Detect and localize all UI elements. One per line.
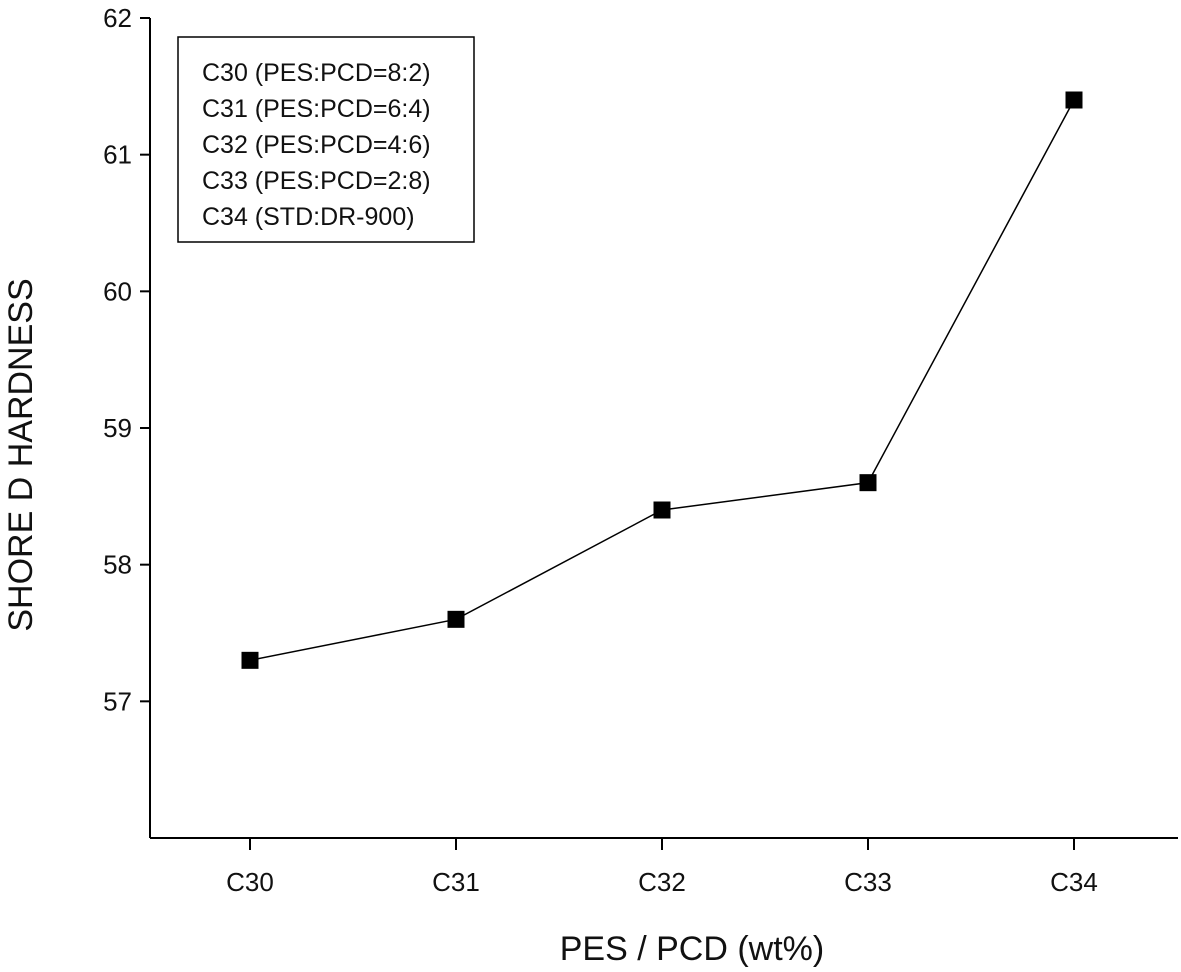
x-tick-label: C31 xyxy=(432,867,480,897)
data-point-marker xyxy=(241,651,259,669)
data-point-marker xyxy=(447,610,465,628)
data-point-marker xyxy=(1065,91,1083,109)
y-tick-label: 62 xyxy=(103,3,132,33)
legend-box xyxy=(177,36,475,243)
x-tick-label: C30 xyxy=(226,867,274,897)
legend-entry: C31 (PES:PCD=6:4) xyxy=(202,95,431,123)
x-axis-ticks: C30 C31 C32 C33 C34 xyxy=(226,838,1098,897)
legend-entry: C34 (STD:DR-900) xyxy=(202,203,415,231)
legend-entry: C32 (PES:PCD=4:6) xyxy=(202,131,431,159)
legend-entry: C30 (PES:PCD=8:2) xyxy=(202,59,431,87)
x-tick-label: C34 xyxy=(1050,867,1098,897)
y-tick-label: 57 xyxy=(103,686,132,716)
y-tick-label: 59 xyxy=(103,413,132,443)
y-tick-label: 58 xyxy=(103,550,132,580)
y-axis-ticks: 57 58 59 60 61 62 xyxy=(103,3,150,716)
x-tick-label: C32 xyxy=(638,867,686,897)
x-axis-title: PES / PCD (wt%) xyxy=(560,930,824,968)
data-point-marker xyxy=(859,474,877,492)
y-axis-title: SHORE D HARDNESS xyxy=(2,278,40,631)
y-tick-label: 60 xyxy=(103,276,132,306)
data-point-marker xyxy=(653,501,671,519)
legend-entry: C33 (PES:PCD=2:8) xyxy=(202,167,431,195)
legend: C30 (PES:PCD=8:2) C31 (PES:PCD=6:4) C32 … xyxy=(177,36,475,243)
series-group xyxy=(241,91,1083,669)
y-tick-label: 61 xyxy=(103,140,132,170)
x-tick-label: C33 xyxy=(844,867,892,897)
